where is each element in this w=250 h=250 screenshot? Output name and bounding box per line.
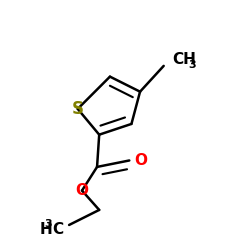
Text: C: C	[52, 222, 63, 237]
Text: 3: 3	[44, 219, 52, 229]
Text: O: O	[76, 183, 88, 198]
Text: CH: CH	[172, 52, 196, 67]
Text: 3: 3	[188, 60, 196, 70]
Text: O: O	[135, 153, 148, 168]
Text: H: H	[39, 222, 52, 237]
Text: S: S	[72, 100, 84, 118]
